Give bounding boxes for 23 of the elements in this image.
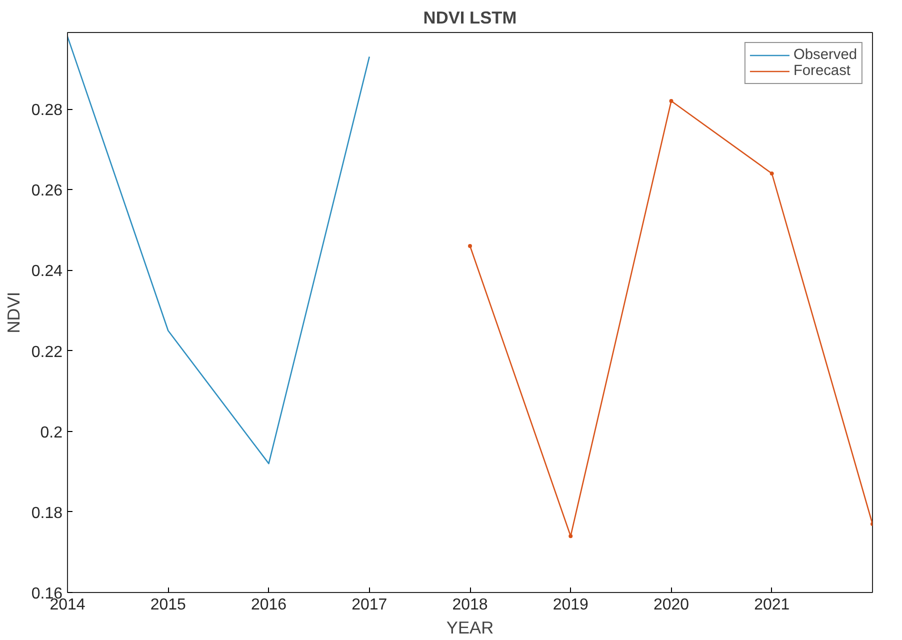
y-tick-label: 0.28 <box>31 102 63 120</box>
point <box>770 172 774 176</box>
y-tick-label: 0.18 <box>31 504 63 522</box>
x-tick-label: 2020 <box>653 596 690 614</box>
x-tick-label: 2016 <box>250 596 287 614</box>
x-tick-label: 2015 <box>150 596 186 614</box>
x-tick-label: 2021 <box>754 596 790 614</box>
point <box>568 534 573 538</box>
y-tick-label: 0.22 <box>31 344 63 361</box>
line-series <box>68 36 370 464</box>
y-axis-title: NDVI <box>3 292 24 334</box>
x-tick-label: 2018 <box>452 596 488 614</box>
chart-title: NDVI LSTM <box>423 8 517 28</box>
x-tick-label: 2017 <box>352 596 388 614</box>
point <box>468 244 472 248</box>
legend-label: Forecast <box>793 63 850 79</box>
y-tick-label: 0.2 <box>40 424 63 442</box>
y-tick-label: 0.26 <box>31 182 63 200</box>
x-axis-title: YEAR <box>446 618 494 638</box>
x-tick-label: 2019 <box>552 596 589 614</box>
y-tick-label: 0.24 <box>31 263 63 280</box>
legend-label: Observed <box>793 47 857 63</box>
point <box>669 98 674 103</box>
